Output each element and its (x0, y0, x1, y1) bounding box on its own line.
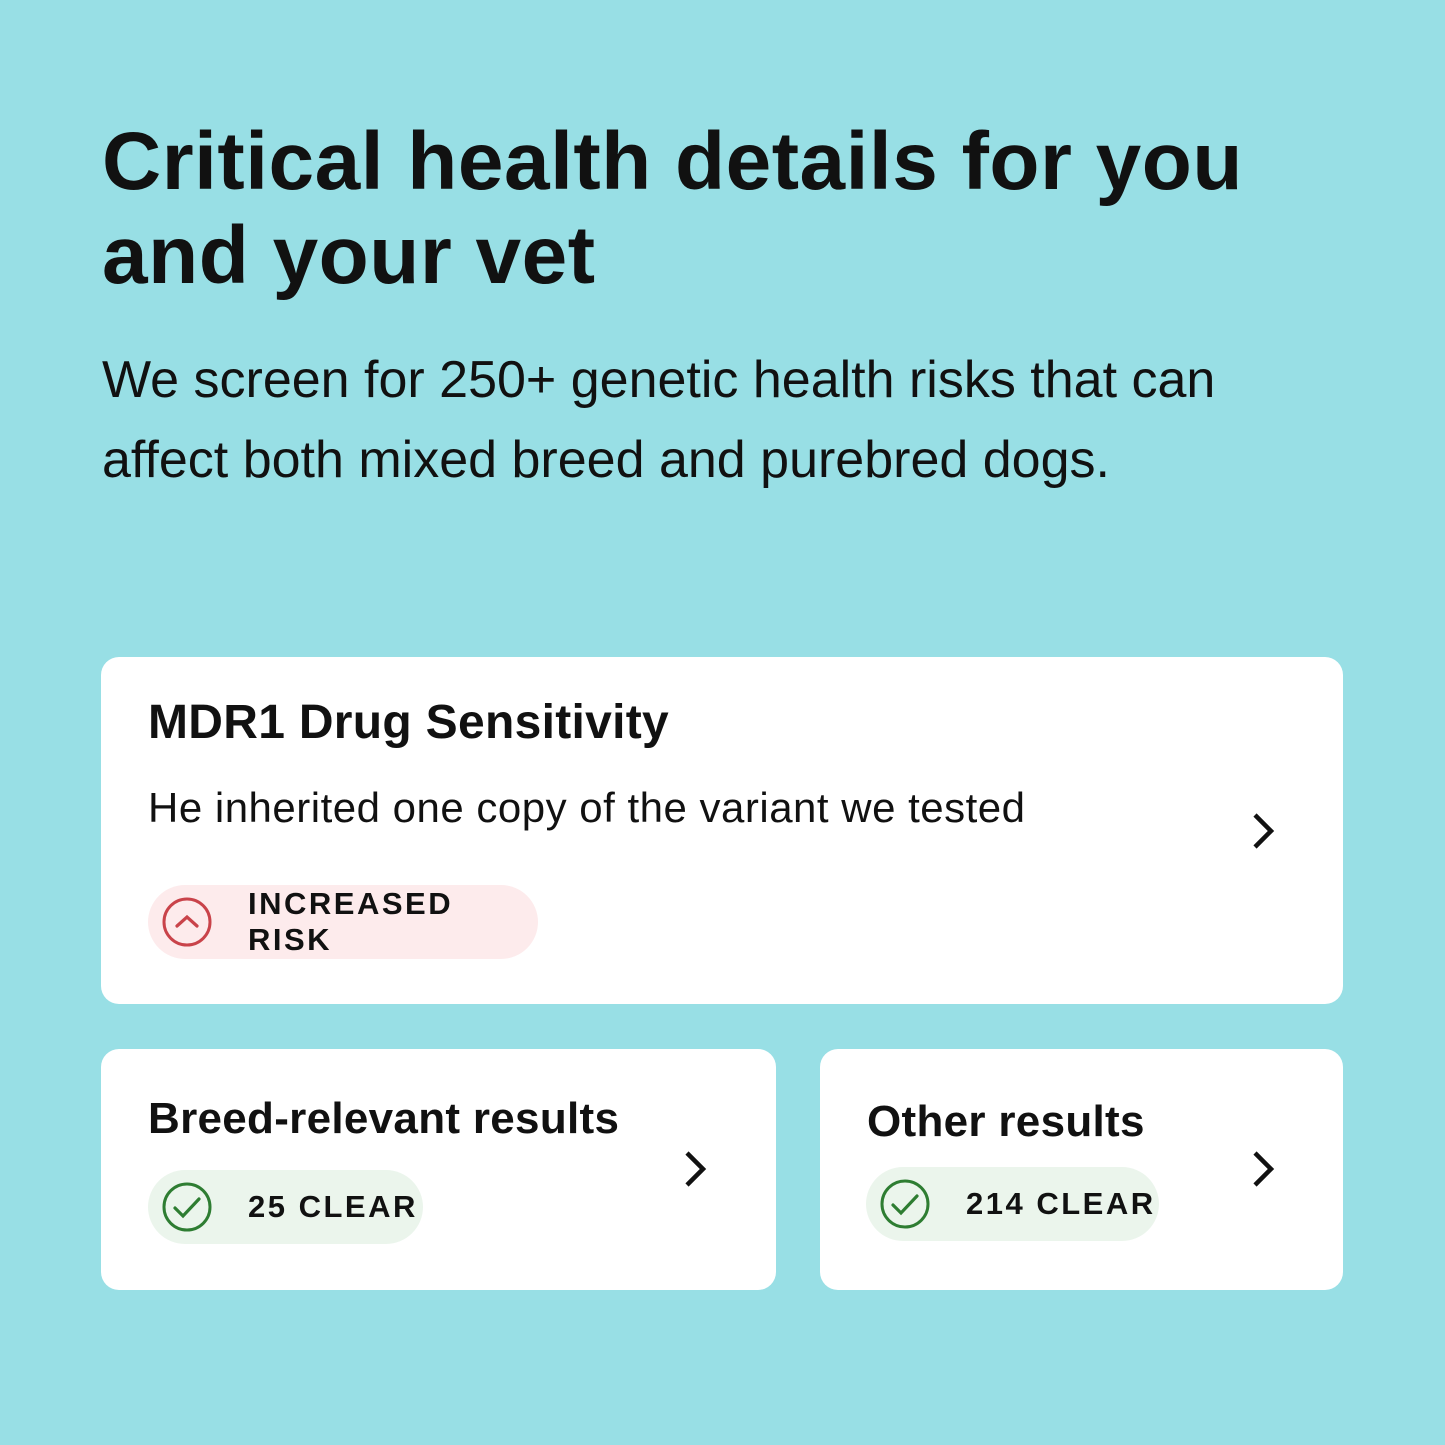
badge-label: 214 CLEAR (966, 1186, 1156, 1221)
page-subtitle: We screen for 250+ genetic health risks … (102, 351, 1216, 489)
chevron-up-circle-icon (162, 897, 212, 947)
badge-label: INCREASED RISK (248, 886, 454, 957)
clear-badge: 25 CLEAR (148, 1170, 423, 1244)
mdr1-card[interactable]: MDR1 Drug Sensitivity He inherited one c… (101, 657, 1343, 1004)
card-description: He inherited one copy of the variant we … (148, 784, 1026, 831)
check-circle-icon (880, 1179, 930, 1229)
breed-relevant-card[interactable]: Breed-relevant results 25 CLEAR (101, 1049, 776, 1290)
clear-badge: 214 CLEAR (866, 1167, 1159, 1241)
page-title: Critical health details for you and your… (102, 116, 1243, 301)
chevron-right-icon[interactable] (1249, 811, 1279, 851)
chevron-right-icon[interactable] (1249, 1149, 1279, 1189)
card-title: MDR1 Drug Sensitivity (148, 696, 670, 749)
chevron-right-icon[interactable] (681, 1149, 711, 1189)
check-circle-icon (162, 1182, 212, 1232)
other-results-card[interactable]: Other results 214 CLEAR (820, 1049, 1343, 1290)
card-title: Breed-relevant results (148, 1094, 620, 1143)
card-title: Other results (867, 1097, 1145, 1146)
increased-risk-badge: INCREASED RISK (148, 885, 538, 959)
badge-label: 25 CLEAR (248, 1189, 418, 1224)
